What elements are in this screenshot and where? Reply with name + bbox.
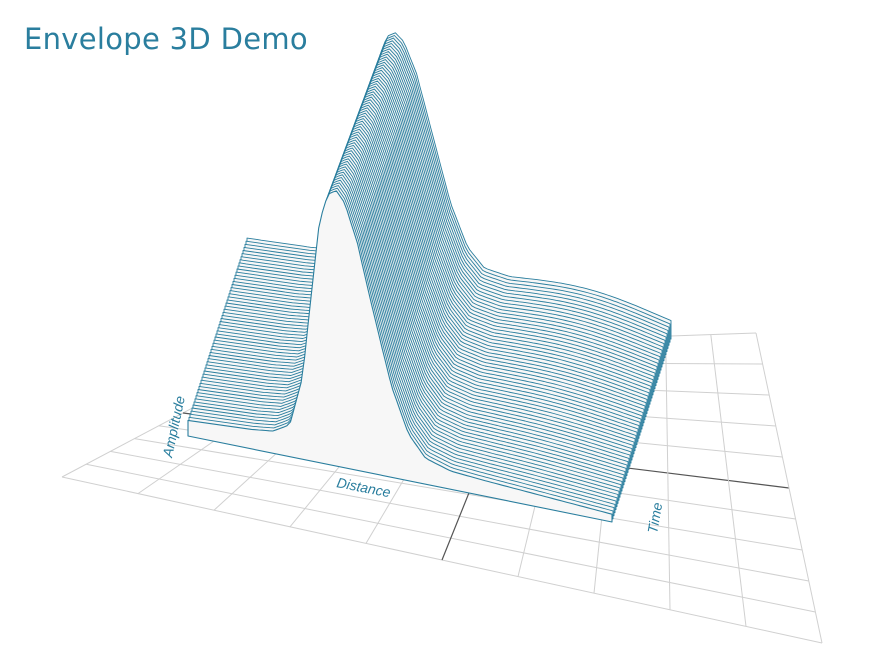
grid-line-u-8 <box>665 336 671 610</box>
grid-line-u-9 <box>710 334 747 627</box>
grid-line-u-10 <box>755 332 823 644</box>
z-axis-label: Time <box>644 501 665 535</box>
page-title: Envelope 3D Demo <box>24 22 308 56</box>
x-axis-label: Distance <box>335 474 392 500</box>
trace-0 <box>187 190 613 523</box>
waveform-traces <box>187 32 672 523</box>
